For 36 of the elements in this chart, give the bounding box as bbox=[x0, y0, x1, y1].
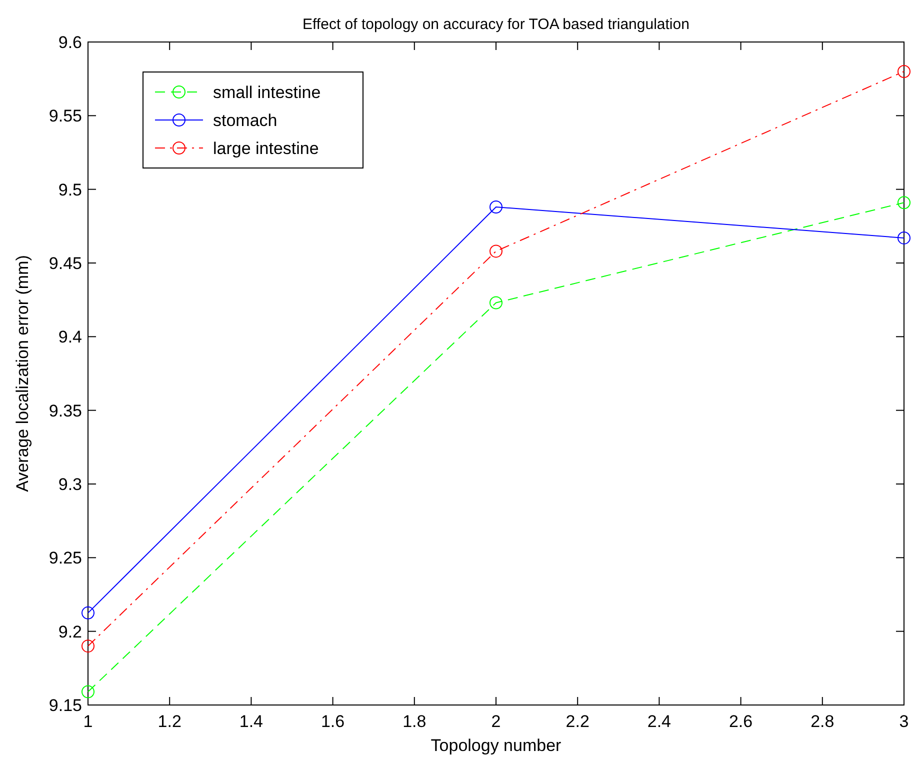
point bbox=[898, 196, 910, 210]
legend-label: large intestine bbox=[213, 139, 319, 158]
point bbox=[82, 606, 94, 620]
x-tick-label: 2 bbox=[491, 712, 501, 731]
y-tick-label: 9.25 bbox=[48, 548, 82, 568]
point bbox=[82, 685, 94, 698]
point bbox=[490, 296, 502, 310]
point bbox=[490, 200, 502, 214]
x-tick-label: 2.8 bbox=[810, 712, 834, 731]
y-tick-label: 9.2 bbox=[58, 622, 82, 642]
x-tick-label: 1.4 bbox=[239, 712, 264, 731]
point bbox=[82, 640, 94, 653]
y-tick-label: 9.35 bbox=[48, 401, 82, 420]
point bbox=[898, 64, 910, 78]
x-tick-label: 2.6 bbox=[728, 712, 753, 731]
x-tick-label: 2.4 bbox=[647, 712, 672, 731]
point bbox=[898, 231, 910, 244]
x-tick-label: 3 bbox=[899, 712, 909, 731]
legend-label: small intestine bbox=[213, 83, 321, 102]
x-tick-label: 1.2 bbox=[158, 712, 182, 731]
legend-label: stomach bbox=[213, 111, 278, 130]
y-tick-label: 9.3 bbox=[58, 475, 82, 494]
y-axis-title: Average localization error (mm) bbox=[13, 255, 32, 492]
x-tick-label: 2.2 bbox=[566, 712, 590, 731]
y-tick-label: 9.4 bbox=[58, 328, 82, 347]
point bbox=[490, 244, 502, 258]
chart-title: Effect of topology on accuracy for TOA based triangulation bbox=[302, 16, 690, 33]
y-tick-label: 9.6 bbox=[58, 33, 82, 52]
y-tick-label: 9.5 bbox=[58, 180, 82, 200]
x-tick-label: 1.6 bbox=[320, 712, 345, 731]
y-tick-label: 9.55 bbox=[48, 106, 82, 126]
x-tick-label: 1 bbox=[83, 712, 93, 731]
x-axis-title: Topology number bbox=[430, 736, 562, 755]
y-tick-label: 9.45 bbox=[48, 254, 82, 273]
x-tick-label: 1.8 bbox=[402, 712, 426, 731]
y-tick-label: 9.15 bbox=[48, 696, 82, 715]
